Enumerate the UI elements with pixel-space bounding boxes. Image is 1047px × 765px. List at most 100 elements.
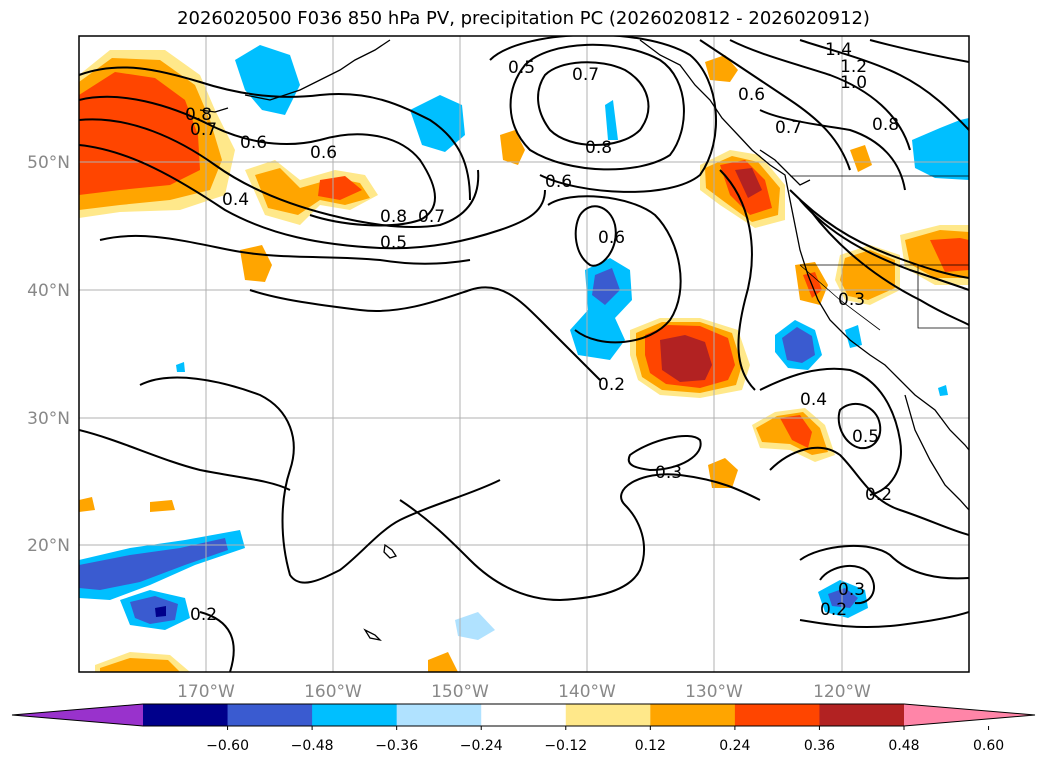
precip-blob <box>735 168 762 198</box>
precip-blob <box>155 606 166 617</box>
precip-blob <box>176 362 185 372</box>
pv-contour <box>819 564 875 605</box>
contour-label: 1.0 <box>840 73 867 93</box>
lat-label: 30°N <box>27 409 70 429</box>
coastline <box>244 39 391 101</box>
contour-label: 0.6 <box>310 143 337 163</box>
colorbar-tick-label: 0.60 <box>973 738 1004 754</box>
colorbar-tick-label: −0.12 <box>544 738 587 754</box>
contour-label: 0.2 <box>865 485 892 505</box>
contour-label: 1.2 <box>840 57 867 77</box>
pv-contour <box>199 611 235 672</box>
contour-label: 0.2 <box>598 375 625 395</box>
precip-blob <box>780 415 812 448</box>
pv-contour <box>799 39 969 131</box>
colorbar-extend-max <box>904 704 1035 726</box>
pv-contour <box>729 39 911 151</box>
pv-contour <box>399 473 761 602</box>
lat-label: 40°N <box>27 281 70 301</box>
contour-label: 0.7 <box>190 120 217 140</box>
contour-label: 0.6 <box>738 85 765 105</box>
colorbar-extend-min <box>12 704 143 726</box>
contour-label: 1.4 <box>825 40 852 60</box>
coastlines <box>199 39 969 642</box>
lon-label: 160°W <box>304 682 362 702</box>
pv-contour <box>799 545 969 580</box>
graticule <box>79 36 969 672</box>
coastline <box>199 107 229 113</box>
colorbar-tick-label: 0.12 <box>635 738 666 754</box>
colorbar-tick-label: 0.36 <box>804 738 835 754</box>
colorbar-tick-label: −0.60 <box>206 738 249 754</box>
contour-label: 0.6 <box>240 133 267 153</box>
colorbar-tick-label: −0.48 <box>291 738 334 754</box>
pv-contour <box>869 39 969 63</box>
contour-label: 0.7 <box>572 65 599 85</box>
colorbar-segment <box>734 704 820 726</box>
coastline <box>759 149 811 186</box>
contour-label: 0.6 <box>598 228 625 248</box>
precip-blob <box>828 588 858 608</box>
pv-contour <box>79 429 291 491</box>
latitude-labels: 50°N 40°N 30°N 20°N <box>27 153 70 556</box>
contour-label: 0.7 <box>775 118 802 138</box>
colorbar-outline <box>11 703 1036 727</box>
precip-blob <box>455 612 495 640</box>
contour-label: 0.3 <box>838 580 865 600</box>
colorbar-segment <box>227 704 313 726</box>
colorbar-tick-label: −0.24 <box>460 738 503 754</box>
lon-label: 150°W <box>431 682 489 702</box>
precip-blob <box>605 100 618 140</box>
pv-contour <box>759 109 906 191</box>
pv-contour <box>627 435 702 472</box>
pv-contour <box>809 209 969 326</box>
precip-blob <box>150 500 175 512</box>
contour-label: 0.8 <box>872 115 899 135</box>
pv-contour <box>489 36 717 193</box>
colorbar-tick-label: 0.48 <box>888 738 919 754</box>
colorbar-tick-label: 0.24 <box>719 738 750 754</box>
border-line <box>799 264 881 331</box>
contour-label: 0.2 <box>820 600 847 620</box>
contour-label: 0.6 <box>545 172 572 192</box>
longitude-labels: 170°W 160°W 150°W 140°W 130°W 120°W <box>177 682 871 702</box>
pv-contour <box>789 189 969 279</box>
precip-blob <box>708 458 738 488</box>
pv-contour <box>699 39 851 171</box>
precip-blob <box>938 385 948 396</box>
contour-label: 0.5 <box>852 427 879 447</box>
precip-blob <box>79 538 228 590</box>
precip-blob <box>845 325 862 348</box>
pv-contour <box>99 234 471 265</box>
precip-blob <box>660 335 712 382</box>
colorbar-segment <box>481 704 567 726</box>
pv-contour <box>837 402 882 450</box>
coastline <box>639 39 969 451</box>
colorbar-segment <box>396 704 482 726</box>
precip-blob <box>79 72 200 195</box>
coastline <box>383 543 398 559</box>
precip-blob <box>130 596 178 624</box>
map-frame <box>78 35 970 673</box>
coastline <box>363 628 382 642</box>
pv-contour <box>249 286 601 381</box>
contour-label: 0.3 <box>838 290 865 310</box>
contour-label: 0.4 <box>800 390 827 410</box>
precip-blob <box>500 130 525 165</box>
contour-label: 0.8 <box>380 207 407 227</box>
borders <box>790 175 969 331</box>
colorbar-segment <box>143 704 229 726</box>
lon-label: 140°W <box>558 682 616 702</box>
contour-label: 0.5 <box>380 233 407 253</box>
pv-contour <box>574 205 617 267</box>
colorbar-segment <box>650 704 736 726</box>
precip-blob <box>782 327 815 363</box>
lon-label: 170°W <box>177 682 235 702</box>
contour-label: 0.3 <box>655 463 682 483</box>
pv-contour <box>79 95 436 227</box>
contour-label: 0.4 <box>222 190 249 210</box>
precip-blob <box>318 176 362 200</box>
pv-contour <box>547 195 682 344</box>
pv-contour <box>759 367 902 496</box>
precip-blob <box>428 652 458 672</box>
